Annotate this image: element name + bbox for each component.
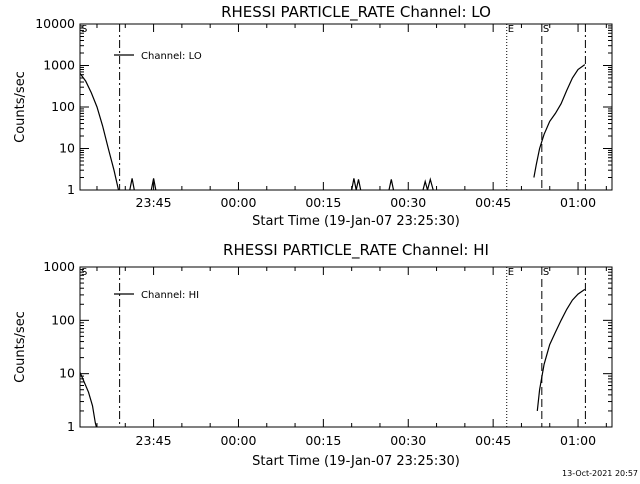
x-tick-label: 00:15 [305, 195, 341, 210]
x-tick-label: 01:00 [560, 195, 596, 210]
y-tick-label: 1000 [43, 58, 75, 73]
y-tick-label: 10 [59, 366, 75, 381]
x-tick-label: 00:00 [220, 433, 256, 448]
x-tick-label: 00:45 [475, 195, 511, 210]
series-group [80, 24, 586, 190]
marker-label: E [508, 267, 514, 278]
series-line [80, 370, 97, 427]
marker-label: S [81, 267, 87, 278]
series-group [80, 267, 586, 427]
timestamp: 13-Oct-2021 20:57 [562, 469, 638, 478]
x-tick-label: 23:45 [136, 433, 172, 448]
x-tick-label: 01:00 [560, 433, 596, 448]
y-axis-label: Counts/sec [13, 311, 28, 383]
x-tick-label: 00:15 [305, 433, 341, 448]
plot-frame [79, 23, 613, 191]
chart-title: RHESSI PARTICLE_RATE Channel: LO [221, 3, 491, 22]
x-tick-label: 00:00 [220, 195, 256, 210]
panel-hi: RHESSI PARTICLE_RATE Channel: HI 23:45 00:… [13, 241, 613, 469]
series-line [536, 288, 586, 411]
series-line [533, 64, 586, 178]
y-axis-label: Counts/sec [13, 71, 28, 143]
x-tick-label: 00:45 [475, 433, 511, 448]
y-tick-label: 1 [67, 419, 75, 434]
y-tick-label: 100 [51, 99, 75, 114]
plot-frame [79, 266, 613, 428]
x-tick-label: 00:30 [390, 195, 426, 210]
series-line [422, 177, 434, 190]
legend-label: Channel: HI [141, 290, 199, 301]
y-tick-label: 10 [59, 141, 75, 156]
series-line [150, 178, 157, 190]
legend-label: Channel: LO [141, 51, 202, 62]
y-tick-label: 100 [51, 312, 75, 327]
y-tick-label: 1 [67, 182, 75, 197]
marker-label: S [81, 24, 87, 35]
marker-label: S [543, 267, 549, 278]
x-tick-label: 00:30 [390, 433, 426, 448]
y-tick-label: 10000 [35, 16, 75, 31]
marker-label: E [508, 24, 514, 35]
x-axis-label: Start Time (19-Jan-07 23:25:30) [252, 454, 460, 469]
y-tick-label: 1000 [43, 259, 75, 274]
x-axis-label: Start Time (19-Jan-07 23:25:30) [252, 214, 460, 229]
x-tick-label: 23:45 [136, 195, 172, 210]
panel-lo: RHESSI PARTICLE_RATE Channel: LO 23:45 00:… [13, 3, 613, 229]
chart-title: RHESSI PARTICLE_RATE Channel: HI [223, 241, 489, 260]
series-line [80, 72, 120, 190]
series-line [129, 178, 135, 190]
series-line [388, 179, 395, 190]
series-line [351, 178, 362, 190]
marker-label: S [543, 24, 549, 35]
